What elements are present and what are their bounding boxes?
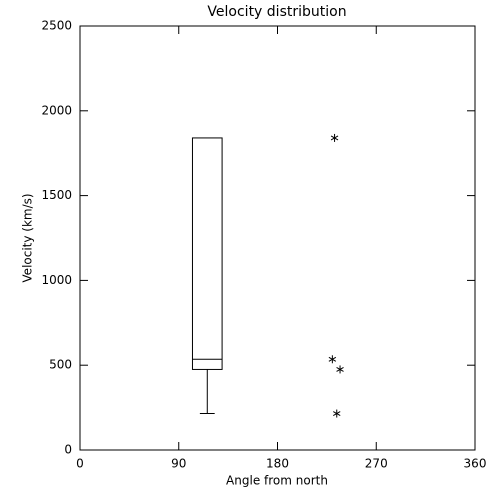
x-tick-label: 90 [171,457,186,471]
point-stroke [330,135,339,141]
x-tick-label: 0 [76,457,84,471]
point-stroke [336,367,344,372]
y-tick-label: 2000 [41,103,72,117]
x-tick-label: 360 [464,457,487,471]
plot-frame [79,25,476,451]
lower-whisker [199,369,215,415]
point [336,365,344,374]
point-stroke [333,411,341,416]
chart-title: Velocity distribution [207,4,346,20]
point [330,133,339,142]
point [333,409,341,418]
x-tick-label: 180 [266,457,289,471]
box [191,137,223,370]
y-tick-label: 1000 [41,273,72,287]
y-tick-label: 0 [64,443,72,457]
y-axis-label: Velocity (km/s) [21,193,35,282]
point [328,355,337,364]
y-tick-label: 2500 [41,19,72,33]
y-tick-label: 1500 [41,188,72,202]
point-stroke [328,356,337,362]
y-tick-label: 500 [49,358,72,372]
x-tick-label: 270 [365,457,388,471]
x-axis-label: Angle from north [226,474,328,488]
